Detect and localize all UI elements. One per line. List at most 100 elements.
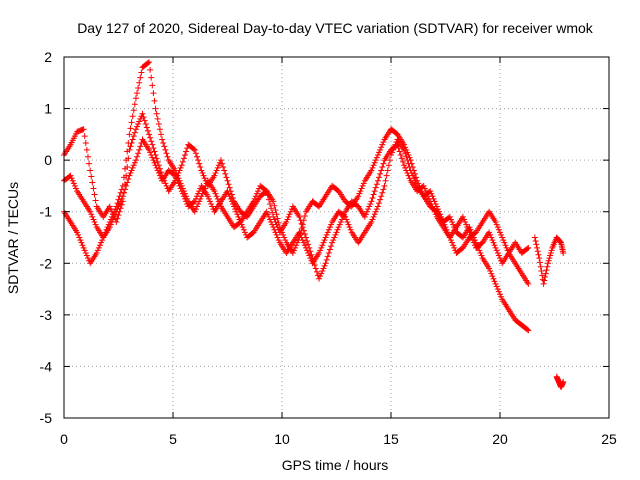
data-point-interp — [155, 121, 162, 128]
data-point-interp — [92, 197, 99, 204]
data-point-interp — [136, 146, 143, 153]
data-point-interp — [399, 158, 406, 165]
data-point-interp — [275, 237, 282, 244]
data-point-interp — [151, 97, 158, 104]
data-point-interp — [498, 231, 505, 238]
data-point-interp — [451, 244, 458, 251]
y-axis: 2 1 0 -1 -2 -3 -4 -5 — [40, 49, 609, 426]
data-point — [525, 327, 532, 334]
y-tick-label: -5 — [40, 410, 53, 426]
data-point-interp — [379, 164, 386, 171]
data-point — [250, 198, 257, 205]
data-point-interp — [321, 262, 328, 269]
data-point-interp — [495, 288, 502, 295]
data-point-interp — [307, 255, 314, 262]
data-point — [74, 229, 81, 236]
data-point-interp — [216, 200, 223, 207]
data-point-interp — [131, 129, 138, 136]
data-point-interp — [134, 153, 141, 160]
data-point-interp — [383, 172, 390, 179]
data-point — [211, 188, 218, 195]
data-point-interp — [128, 119, 135, 126]
data-point-interp — [376, 200, 383, 207]
data-point-interp — [220, 164, 227, 171]
data-point-interp — [264, 211, 271, 218]
data-point-interp — [127, 143, 134, 150]
data-point-interp — [378, 167, 385, 174]
data-point-interp — [324, 229, 331, 236]
data-point-interp — [402, 150, 409, 157]
data-point-interp — [371, 159, 378, 166]
data-point — [486, 229, 493, 236]
data-point-interp — [285, 213, 292, 220]
data-point-interp — [225, 181, 232, 188]
data-point-interp — [330, 237, 337, 244]
data-point-interp — [477, 249, 484, 256]
data-point-interp — [328, 243, 335, 250]
data-point-interp — [364, 208, 371, 215]
data-point — [283, 219, 290, 226]
data-point — [106, 219, 113, 226]
data-point — [231, 203, 238, 210]
data-point-interp — [125, 139, 132, 146]
data-point-interp — [333, 229, 340, 236]
data-point-interp — [398, 155, 405, 162]
data-point — [374, 177, 381, 184]
data-point-interp — [547, 249, 554, 256]
data-point-interp — [495, 252, 502, 259]
data-point-interp — [135, 84, 142, 91]
data-point-interp — [70, 180, 77, 187]
data-point-interp — [195, 157, 202, 164]
data-point-interp — [199, 190, 206, 197]
data-point — [536, 255, 543, 262]
data-point-interp — [300, 227, 307, 234]
data-point-interp — [443, 226, 450, 233]
data-point-interp — [89, 179, 96, 186]
data-point-interp — [156, 126, 163, 133]
data-point-interp — [435, 208, 442, 215]
data-point-interp — [69, 177, 76, 184]
data-point-interp — [312, 265, 319, 272]
data-point-interp — [128, 167, 135, 174]
data-point-interp — [150, 90, 157, 97]
data-point-interp — [379, 141, 386, 148]
data-point-interp — [501, 239, 508, 246]
data-point — [146, 146, 153, 153]
x-tick-label: 5 — [169, 431, 177, 447]
data-point — [270, 198, 277, 205]
data-point-interp — [213, 193, 220, 200]
data-point-interp — [488, 234, 495, 241]
data-point-interp — [138, 69, 145, 76]
data-point-interp — [541, 277, 548, 284]
data-point-interp — [406, 164, 413, 171]
data-point-interp — [428, 190, 435, 197]
data-point-interp — [142, 121, 149, 128]
data-point-interp — [450, 221, 457, 228]
x-axis: 0 5 10 15 20 25 — [60, 57, 617, 447]
data-point-interp — [181, 151, 188, 158]
data-point-interp — [410, 175, 417, 182]
data-point-interp — [377, 196, 384, 203]
data-point-interp — [154, 158, 161, 165]
data-point-interp — [143, 124, 150, 131]
data-point-interp — [369, 216, 376, 223]
data-point — [126, 172, 133, 179]
data-point-interp — [112, 206, 119, 213]
data-point-interp — [125, 176, 132, 183]
data-point-interp — [489, 273, 496, 280]
data-point — [263, 188, 270, 195]
data-point-interp — [226, 184, 233, 191]
data-point-interp — [357, 188, 364, 195]
data-point-interp — [238, 221, 245, 228]
data-point-interp — [273, 231, 280, 238]
data-point-interp — [323, 256, 330, 263]
data-point-interp — [229, 200, 236, 207]
y-axis-title: SDTVAR / TECUs — [5, 182, 21, 294]
data-point-interp — [130, 107, 137, 114]
data-point — [374, 203, 381, 210]
data-point-interp — [503, 244, 510, 251]
data-point — [113, 203, 120, 210]
data-point-interp — [317, 273, 324, 280]
data-point-interp — [491, 278, 498, 285]
